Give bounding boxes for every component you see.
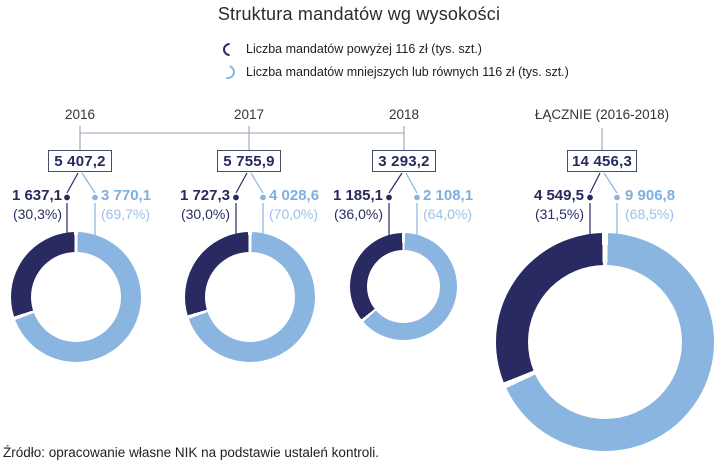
total-box-total: 14 456,3 [567, 150, 637, 172]
value-label: 4 028,6 [269, 187, 320, 204]
value-label: 1 727,3 [179, 187, 230, 204]
value-below-2017: 4 028,6 (70,0%) [269, 187, 349, 223]
pct-label: (69,7%) [101, 206, 151, 222]
value-above-2018: 1 185,1 (36,0%) [321, 187, 383, 223]
value-below-total: 9 906,8 (68,5%) [625, 187, 705, 223]
total-box-2017: 5 755,9 [217, 150, 281, 172]
value-label: 3 770,1 [101, 187, 152, 204]
value-below-2016: 3 770,1 (69,7%) [101, 187, 181, 223]
pct-label: (70,0%) [269, 206, 319, 222]
group-label-total: ŁĄCZNIE (2016-2018) [534, 107, 670, 122]
value-below-2018: 2 108,1 (64,0%) [423, 187, 503, 223]
group-label-2018: 2018 [388, 107, 420, 122]
total-box-2016: 5 407,2 [48, 150, 112, 172]
pct-label: (36,0%) [333, 206, 383, 222]
donut-2017 [185, 232, 315, 362]
chart-title: Struktura mandatów wg wysokości [217, 4, 501, 24]
source-note: Źródło: opracowanie własne NIK na podsta… [3, 445, 379, 460]
pct-label: (68,5%) [625, 206, 675, 222]
total-box-2018: 3 293,2 [372, 150, 436, 172]
group-label-2017: 2017 [233, 107, 265, 122]
pct-label: (31,5%) [534, 206, 584, 222]
value-above-2016: 1 637,1 (30,3%) [0, 187, 62, 223]
pct-label: (30,3%) [12, 206, 62, 222]
donut-hole [367, 250, 440, 323]
pct-label: (30,0%) [180, 206, 230, 222]
donut-hole [31, 252, 121, 342]
value-above-total: 4 549,5 (31,5%) [522, 187, 584, 223]
donut-hole [205, 252, 295, 342]
value-label: 4 549,5 [533, 187, 584, 204]
pct-label: (64,0%) [423, 206, 473, 222]
value-label: 9 906,8 [625, 187, 676, 204]
value-label: 1 637,1 [11, 187, 62, 204]
value-label: 2 108,1 [423, 187, 474, 204]
value-above-2017: 1 727,3 (30,0%) [168, 187, 230, 223]
group-label-2016: 2016 [64, 107, 96, 122]
donut-2016 [11, 232, 141, 362]
donut-2018 [350, 233, 457, 340]
legend-item-above: Liczba mandatów powyżej 116 zł (tys. szt… [246, 42, 482, 56]
legend-item-below: Liczba mandatów mniejszych lub równych 1… [246, 65, 569, 79]
donut-hole [528, 265, 682, 419]
donut-total [496, 233, 714, 451]
value-label: 1 185,1 [332, 187, 383, 204]
